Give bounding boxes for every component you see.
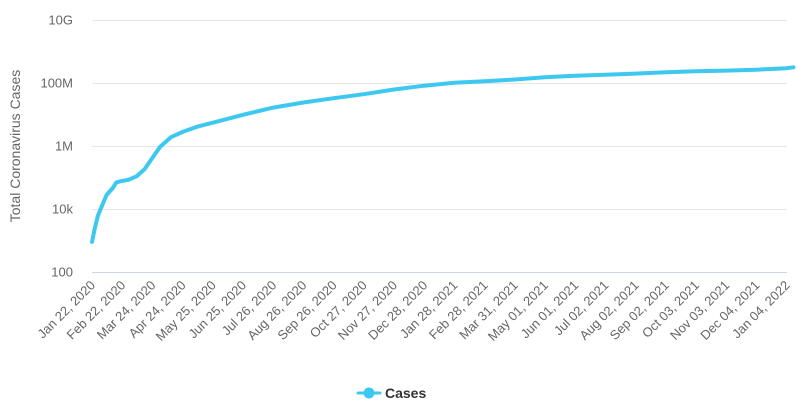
y-tick-label: 1M bbox=[55, 139, 73, 154]
series-layer bbox=[90, 65, 796, 244]
legend-cases-marker-dot bbox=[363, 387, 375, 399]
y-axis-tick-labels: 100 10k 1M 100M 10G bbox=[40, 13, 73, 280]
series-line-cases[interactable] bbox=[90, 65, 796, 244]
legend-cases-label: Cases bbox=[385, 385, 426, 401]
y-tick-label: 100M bbox=[40, 76, 73, 91]
y-tick-label: 10k bbox=[52, 202, 73, 217]
grid-lines bbox=[92, 20, 787, 273]
y-tick-label: 10G bbox=[48, 13, 73, 28]
legend[interactable]: Cases bbox=[356, 385, 426, 401]
y-tick-label: 100 bbox=[51, 265, 73, 280]
y-axis-title: Total Coronavirus Cases bbox=[7, 70, 23, 223]
